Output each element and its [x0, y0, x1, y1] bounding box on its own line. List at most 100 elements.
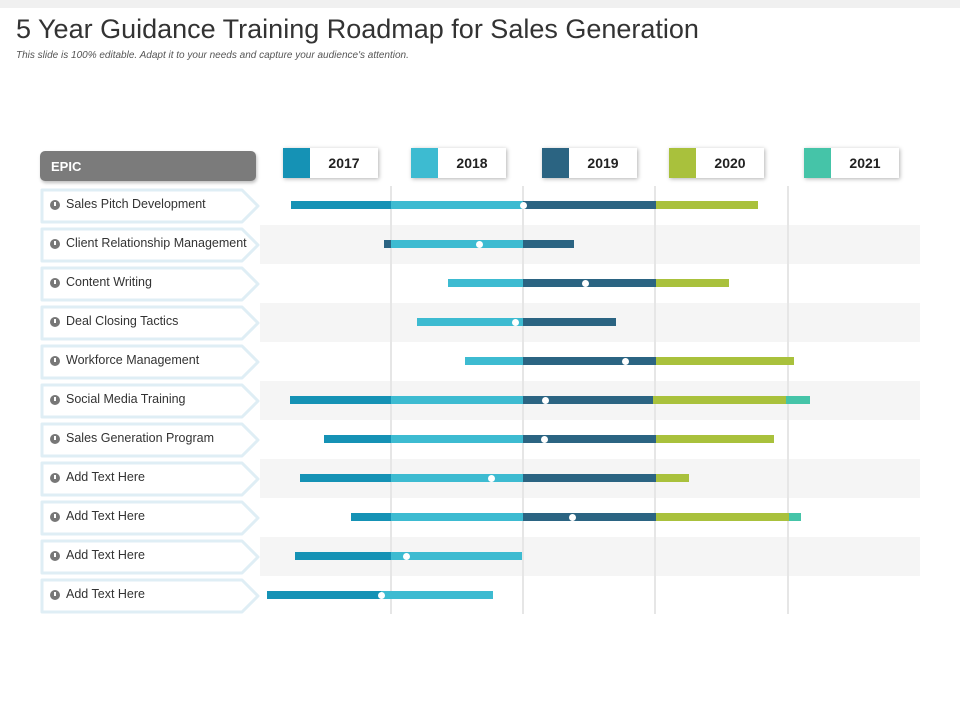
milestone-marker [511, 318, 519, 326]
epic-row-label: Workforce Management [40, 344, 260, 380]
timeline-bar-segment [523, 357, 657, 365]
epic-row-text: Content Writing [66, 275, 152, 289]
timeline-bar-segment [523, 396, 654, 404]
timeline-bar-segment [390, 513, 524, 521]
timeline-bar-segment [523, 279, 657, 287]
timeline-bar-segment [656, 357, 795, 365]
info-bullet-icon [50, 551, 60, 561]
timeline-bar-segment [465, 357, 524, 365]
timeline-bar-segment [653, 396, 787, 404]
milestone-marker [582, 279, 590, 287]
milestone-marker [541, 435, 549, 443]
timeline-bar-segment [390, 435, 524, 443]
timeline-bar-segment [523, 318, 617, 326]
milestone-marker [377, 591, 385, 599]
epic-header-label: EPIC [51, 159, 82, 174]
epic-row-text: Sales Pitch Development [66, 197, 206, 211]
epic-row-label: Sales Pitch Development [40, 188, 260, 224]
epic-header: EPIC [40, 151, 256, 181]
info-bullet-icon [50, 356, 60, 366]
timeline-bar-segment [295, 552, 391, 560]
epic-row-text: Add Text Here [66, 470, 145, 484]
year-header-2020: 2020 [669, 148, 764, 178]
epic-row-text: Add Text Here [66, 587, 145, 601]
epic-row-text: Deal Closing Tactics [66, 314, 179, 328]
epic-row-text: Add Text Here [66, 509, 145, 523]
timeline-bar-segment [350, 513, 391, 521]
year-swatch [283, 148, 310, 178]
milestone-marker [519, 201, 527, 209]
year-label: 2019 [587, 155, 619, 171]
info-bullet-icon [50, 590, 60, 600]
top-band [0, 0, 960, 8]
milestone-marker [476, 240, 484, 248]
timeline-bar-segment [523, 240, 574, 248]
year-label: 2018 [456, 155, 488, 171]
timeline-bar-segment [381, 591, 493, 599]
milestone-marker [488, 474, 496, 482]
info-bullet-icon [50, 395, 60, 405]
epic-row-label: Deal Closing Tactics [40, 305, 260, 341]
timeline-bar-segment [523, 513, 657, 521]
year-swatch [804, 148, 831, 178]
timeline-bar-segment [390, 201, 524, 209]
year-header-2019: 2019 [542, 148, 637, 178]
year-label: 2017 [328, 155, 360, 171]
epic-row-text: Sales Generation Program [66, 431, 214, 445]
info-bullet-icon [50, 473, 60, 483]
timeline-bar-segment [523, 474, 657, 482]
timeline-bar-segment [300, 474, 391, 482]
epic-row-label: Add Text Here [40, 539, 260, 575]
epic-row-label: Social Media Training [40, 383, 260, 419]
epic-row-text: Add Text Here [66, 548, 145, 562]
timeline-bar-segment [267, 591, 382, 599]
timeline-bar-segment [390, 552, 523, 560]
year-swatch [669, 148, 696, 178]
info-bullet-icon [50, 239, 60, 249]
info-bullet-icon [50, 200, 60, 210]
year-header-2017: 2017 [283, 148, 378, 178]
page-title: 5 Year Guidance Training Roadmap for Sal… [16, 14, 699, 44]
info-bullet-icon [50, 278, 60, 288]
timeline-bar-segment [656, 474, 690, 482]
epic-row-label: Add Text Here [40, 461, 260, 497]
info-bullet-icon [50, 434, 60, 444]
epic-row-text: Social Media Training [66, 392, 186, 406]
info-bullet-icon [50, 512, 60, 522]
timeline-bar-segment [523, 435, 657, 443]
timeline-bar-segment [417, 318, 524, 326]
year-swatch [542, 148, 569, 178]
timeline-bar-segment [289, 396, 391, 404]
epic-row-label: Sales Generation Program [40, 422, 260, 458]
milestone-marker [403, 552, 411, 560]
milestone-marker [622, 357, 630, 365]
year-header-2018: 2018 [411, 148, 506, 178]
timeline-bar-segment [390, 474, 524, 482]
timeline-bar-segment [324, 435, 391, 443]
timeline-bar-segment [786, 396, 811, 404]
page-subtitle: This slide is 100% editable. Adapt it to… [16, 50, 409, 61]
epic-row-text: Workforce Management [66, 353, 200, 367]
epic-row-text: Client Relationship Management [66, 236, 247, 250]
year-header-2021: 2021 [804, 148, 899, 178]
timeline-bar-segment [523, 201, 657, 209]
year-label: 2021 [849, 155, 881, 171]
year-swatch [411, 148, 438, 178]
timeline-bar-segment [656, 279, 730, 287]
timeline-bar-segment [656, 513, 789, 521]
timeline-bar-segment [656, 201, 759, 209]
timeline-bar-segment [390, 240, 524, 248]
timeline-bar-segment [390, 396, 524, 404]
timeline-bar-segment [788, 513, 801, 521]
year-label: 2020 [714, 155, 746, 171]
epic-row-label: Client Relationship Management [40, 227, 260, 263]
milestone-marker [542, 396, 550, 404]
timeline-bar-segment [291, 201, 391, 209]
epic-row-label: Add Text Here [40, 578, 260, 614]
timeline-bar-segment [447, 279, 524, 287]
epic-row-label: Add Text Here [40, 500, 260, 536]
info-bullet-icon [50, 317, 60, 327]
epic-row-label: Content Writing [40, 266, 260, 302]
milestone-marker [568, 513, 576, 521]
timeline-bar-segment [384, 240, 391, 248]
